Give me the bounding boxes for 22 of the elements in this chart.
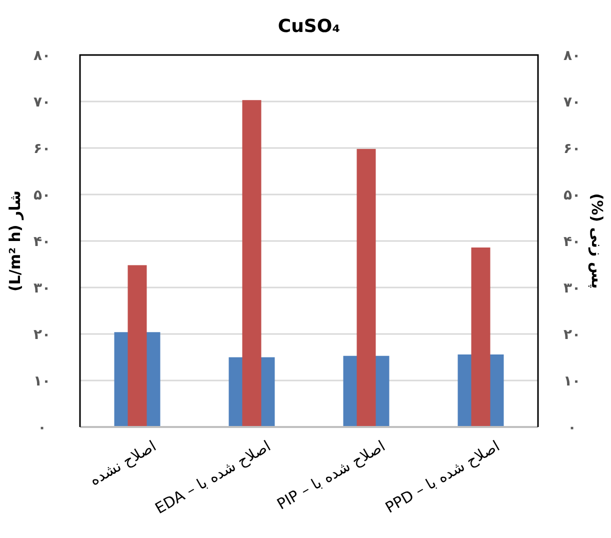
y2-tick-label: ۳۰ bbox=[563, 280, 581, 296]
y-tick-label: ۷۰ bbox=[33, 94, 51, 110]
y2-tick-label: ۶۰ bbox=[563, 141, 581, 157]
y2-axis-title: پس زنی (%) bbox=[588, 193, 606, 289]
y-tick-label: ۳۰ bbox=[33, 280, 51, 296]
y2-tick-label: ۱۰ bbox=[563, 374, 581, 390]
y2-tick-label: ۲۰ bbox=[563, 327, 581, 343]
y-tick-label: ۶۰ bbox=[33, 141, 51, 157]
y2-tick-label: ۷۰ bbox=[563, 94, 581, 110]
y2-tick-label: ۵۰ bbox=[563, 188, 581, 204]
y-tick-label: ۴۰ bbox=[33, 234, 51, 250]
y-tick-label: ۸۰ bbox=[33, 48, 51, 64]
y-tick-label: ۰ bbox=[38, 420, 46, 436]
y-axis-title: شار (L/m² h) bbox=[6, 190, 24, 292]
chart-title: CuSO₄ bbox=[278, 16, 340, 37]
y-tick-label: ۵۰ bbox=[33, 188, 51, 204]
y-tick-label: ۲۰ bbox=[33, 327, 51, 343]
y2-tick-label: ۴۰ bbox=[563, 234, 581, 250]
y2-tick-label: ۸۰ bbox=[563, 48, 581, 64]
y2-tick-label: ۰ bbox=[568, 420, 576, 436]
y-tick-label: ۱۰ bbox=[33, 374, 51, 390]
x-tick-label: اصلاح نشده bbox=[86, 436, 160, 490]
